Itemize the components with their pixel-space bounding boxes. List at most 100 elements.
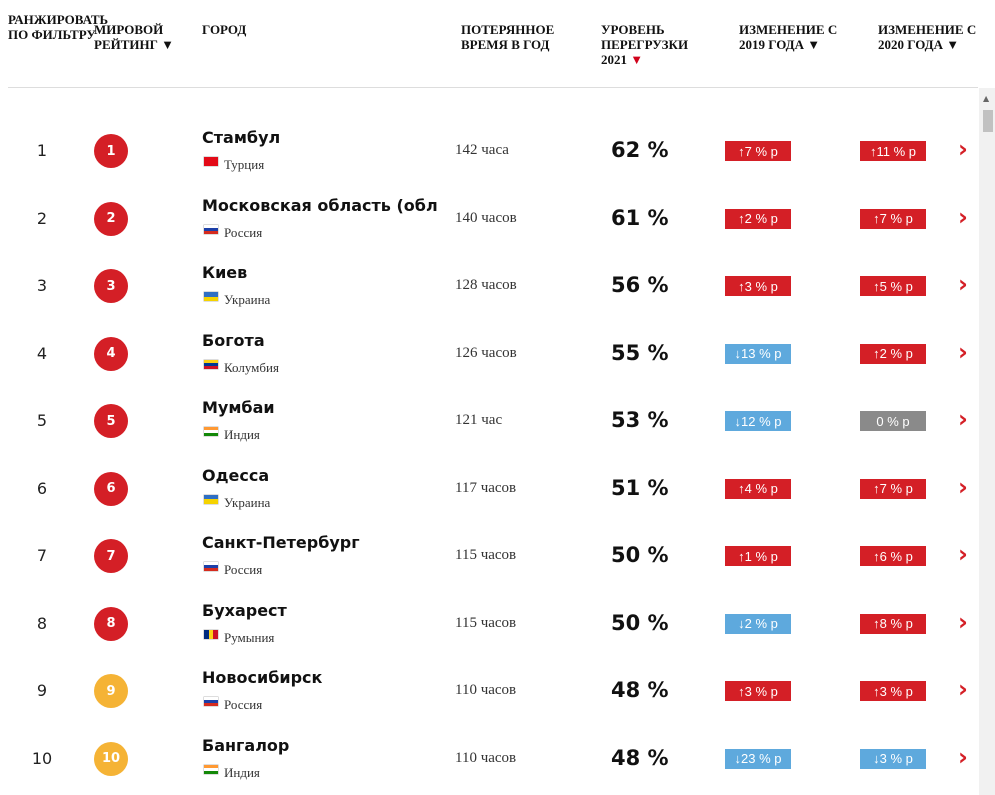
flag xyxy=(204,224,218,234)
change-2020: 0 % р xyxy=(860,411,926,431)
rank: 2 xyxy=(36,208,48,228)
country: Индия xyxy=(224,427,260,442)
change-2019: ↑2 % р xyxy=(725,208,791,229)
flag-stripe xyxy=(204,430,218,433)
rank: 6 xyxy=(36,478,48,498)
flag xyxy=(204,764,218,774)
flag xyxy=(204,359,218,369)
change-2019: ↓23 % р xyxy=(725,748,791,769)
row-open[interactable]: › xyxy=(958,202,968,231)
flag xyxy=(204,427,218,436)
city[interactable]: Одесса xyxy=(202,465,270,485)
column-header[interactable]: Изменение с 2020 года ▼ xyxy=(878,22,993,52)
city[interactable]: Новосибирск xyxy=(202,668,323,687)
flag-stripe xyxy=(204,296,218,301)
rank: 9 xyxy=(36,681,48,700)
column-header[interactable]: Потерянное время в год xyxy=(461,22,581,52)
flag xyxy=(204,697,218,706)
scroll-up[interactable]: ▲ xyxy=(983,94,990,103)
city[interactable]: Московская область (обла xyxy=(202,195,437,215)
flag xyxy=(204,494,218,504)
flag xyxy=(204,292,218,301)
lost-time: 126 часов xyxy=(455,344,517,361)
row-open[interactable]: › xyxy=(958,337,968,366)
city[interactable]: Богота xyxy=(202,330,265,350)
change-2020: ↑7 % р xyxy=(860,208,926,229)
sort-marker[interactable]: ▼ xyxy=(627,52,644,67)
header-divider xyxy=(8,87,978,88)
column-header[interactable]: Изменение с 2019 года ▼ xyxy=(739,22,854,52)
lost-time: 128 часов xyxy=(455,277,517,293)
flag-stripe xyxy=(208,629,214,639)
world-rank-badge: 10 xyxy=(94,741,128,776)
city[interactable]: Санкт-Петербург xyxy=(202,533,360,552)
header-label: Изменение с 2020 года xyxy=(878,22,977,52)
flag-stripe xyxy=(204,499,218,504)
flag-stripe xyxy=(204,433,218,436)
city[interactable]: Бухарест xyxy=(202,600,287,620)
flag-stripe xyxy=(204,157,218,166)
row-open[interactable]: › xyxy=(958,472,968,501)
change-2020: ↑5 % р xyxy=(860,276,926,296)
rank: 7 xyxy=(36,546,48,565)
world-rank-badge: 2 xyxy=(94,201,128,236)
city[interactable]: Стамбул xyxy=(202,128,281,147)
congestion: 62 % xyxy=(611,138,669,162)
row-open[interactable]: › xyxy=(958,270,968,298)
country: Колумбия xyxy=(224,359,279,375)
congestion: 53 % xyxy=(611,408,669,432)
sort-marker[interactable]: ▼ xyxy=(157,37,175,52)
lost-time: 117 часов xyxy=(455,479,517,496)
world-rank-badge: 4 xyxy=(94,336,128,371)
lost-time: 110 часов xyxy=(455,682,517,698)
world-rank-badge: 9 xyxy=(94,674,128,708)
header-label: Изменение с 2019 года xyxy=(739,22,838,52)
congestion: 50 % xyxy=(611,610,669,635)
header-label: Мировой рейтинг xyxy=(94,22,164,52)
row-open[interactable]: › xyxy=(958,742,968,771)
change-2019: ↑4 % р xyxy=(725,478,791,499)
flag-stripe xyxy=(204,767,218,771)
row-open[interactable]: › xyxy=(958,540,968,568)
change-2020: ↑7 % р xyxy=(860,478,926,499)
flag-stripe xyxy=(204,227,218,231)
country: Украина xyxy=(224,292,271,307)
scroll-thumb[interactable] xyxy=(983,110,993,132)
congestion: 48 % xyxy=(611,678,669,702)
change-2020: ↓3 % р xyxy=(860,748,926,769)
country: Индия xyxy=(224,764,260,780)
flag-stripe xyxy=(204,362,218,366)
sort-marker[interactable]: ▼ xyxy=(804,37,821,52)
lost-time: 110 часов xyxy=(455,749,517,766)
rank: 5 xyxy=(36,411,48,430)
congestion: 48 % xyxy=(611,745,669,770)
change-2020: ↑2 % р xyxy=(860,343,926,364)
change-2020: ↑3 % р xyxy=(860,681,926,701)
country: Россия xyxy=(224,562,263,577)
flag-stripe xyxy=(204,224,218,228)
world-rank-badge: 3 xyxy=(94,269,128,303)
lost-time: 140 часов xyxy=(455,209,517,226)
lost-time: 115 часов xyxy=(455,614,517,631)
flag-stripe xyxy=(213,629,219,639)
flag-stripe xyxy=(204,565,218,568)
scrollbar[interactable]: ▲ xyxy=(979,88,995,795)
row-open[interactable]: › xyxy=(958,607,968,636)
world-rank-badge: 1 xyxy=(94,134,128,168)
row-open[interactable]: › xyxy=(958,405,968,433)
flag xyxy=(204,562,218,571)
row-open[interactable]: › xyxy=(958,675,968,703)
sort-marker[interactable]: ▼ xyxy=(943,37,960,52)
flag-stripe xyxy=(204,230,218,234)
city[interactable]: Киев xyxy=(202,263,248,282)
column-header[interactable]: Мировой рейтинг ▼ xyxy=(94,22,189,52)
country: Румыния xyxy=(224,629,275,645)
city[interactable]: Бангалор xyxy=(202,735,290,755)
column-header[interactable]: Уровень перегрузки 2021 ▼ xyxy=(601,22,711,67)
lost-time: 115 часов xyxy=(455,547,517,563)
city[interactable]: Мумбаи xyxy=(202,398,275,417)
flag-stripe xyxy=(204,703,218,706)
country: Россия xyxy=(224,697,263,712)
row-open[interactable]: › xyxy=(958,135,968,163)
header-label: Ранжировать по фильтру xyxy=(8,12,109,42)
